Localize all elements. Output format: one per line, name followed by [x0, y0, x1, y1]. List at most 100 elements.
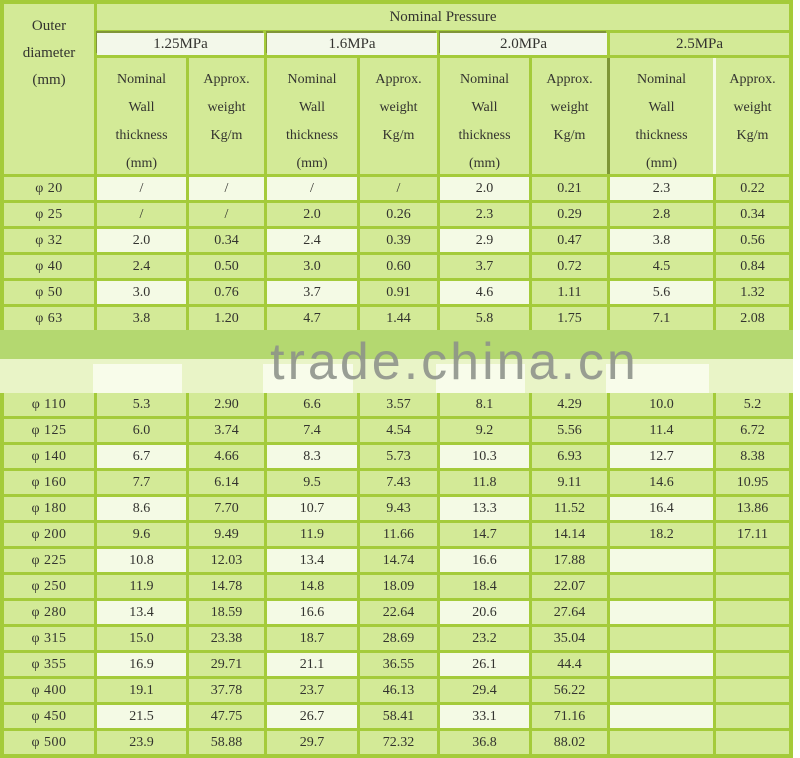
diameter-cell: φ 160: [4, 471, 94, 494]
header-line: (mm): [468, 156, 501, 171]
weight-cell: [716, 575, 789, 598]
weight-cell: 29.71: [189, 653, 264, 676]
outer-diameter-header: Outer diameter (mm): [4, 4, 94, 174]
header-line: Kg/m: [553, 128, 586, 143]
header-line: Approx.: [203, 72, 250, 87]
band-highlight-patch: [93, 364, 182, 393]
wall-thickness-cell: 13.3: [440, 497, 529, 520]
header-line: Outer: [31, 18, 67, 34]
weight-cell: 14.78: [189, 575, 264, 598]
weight-cell: 0.39: [360, 229, 437, 252]
wall-thickness-cell: 2.0: [267, 203, 357, 226]
header-line: (mm): [645, 156, 678, 171]
wall-thickness-cell: 9.2: [440, 419, 529, 442]
pressure-class-header: 1.6MPa: [267, 33, 437, 55]
weight-cell: 5.73: [360, 445, 437, 468]
weight-cell: [716, 601, 789, 624]
wall-thickness-cell: 23.9: [97, 731, 186, 754]
weight-cell: 2.90: [189, 393, 264, 416]
diameter-cell: φ 125: [4, 419, 94, 442]
wall-thickness-subheader: Nominal Wall thickness (mm): [440, 58, 529, 174]
wall-thickness-cell: 15.0: [97, 627, 186, 650]
header-line: weight: [207, 100, 246, 115]
header-line: Kg/m: [736, 128, 769, 143]
wall-thickness-cell: 2.0: [97, 229, 186, 252]
weight-cell: 3.74: [189, 419, 264, 442]
pressure-class-header: 2.0MPa: [440, 33, 607, 55]
weight-cell: [716, 627, 789, 650]
weight-cell: 0.76: [189, 281, 264, 304]
wall-thickness-cell: 14.6: [610, 471, 713, 494]
wall-thickness-cell: 7.1: [610, 307, 713, 330]
wall-thickness-cell: 10.0: [610, 393, 713, 416]
wall-thickness-cell: 3.8: [97, 307, 186, 330]
wall-thickness-cell: 14.7: [440, 523, 529, 546]
diameter-cell: φ 315: [4, 627, 94, 650]
header-line: thickness: [115, 128, 168, 143]
weight-cell: 44.4: [532, 653, 607, 676]
wall-thickness-subheader: Nominal Wall thickness (mm): [97, 58, 186, 174]
wall-thickness-cell: 26.1: [440, 653, 529, 676]
wall-thickness-cell: [610, 549, 713, 572]
wall-thickness-cell: 7.4: [267, 419, 357, 442]
weight-cell: /: [360, 177, 437, 200]
diameter-cell: φ 355: [4, 653, 94, 676]
wall-thickness-cell: 14.8: [267, 575, 357, 598]
header-line: thickness: [285, 128, 339, 143]
band-highlight-patch: [436, 364, 525, 393]
wall-thickness-subheader: Nominal Wall thickness (mm): [610, 58, 713, 174]
weight-cell: /: [189, 177, 264, 200]
pressure-class-header: 2.5MPa: [610, 33, 789, 55]
weight-cell: 3.57: [360, 393, 437, 416]
weight-cell: 0.91: [360, 281, 437, 304]
weight-cell: 37.78: [189, 679, 264, 702]
weight-cell: 1.75: [532, 307, 607, 330]
weight-cell: [716, 679, 789, 702]
weight-cell: 36.55: [360, 653, 437, 676]
header-line: Approx.: [375, 72, 422, 87]
header-line: (mm): [32, 72, 66, 88]
wall-thickness-cell: 10.3: [440, 445, 529, 468]
wall-thickness-cell: 2.3: [610, 177, 713, 200]
weight-cell: 17.88: [532, 549, 607, 572]
weight-cell: 0.60: [360, 255, 437, 278]
wall-thickness-cell: 9.6: [97, 523, 186, 546]
weight-cell: 23.38: [189, 627, 264, 650]
header-line: Wall: [471, 100, 498, 115]
diameter-cell: φ 140: [4, 445, 94, 468]
wall-thickness-cell: 18.4: [440, 575, 529, 598]
weight-cell: [716, 549, 789, 572]
weight-cell: 58.88: [189, 731, 264, 754]
weight-cell: 7.70: [189, 497, 264, 520]
header-line: weight: [550, 100, 589, 115]
weight-cell: 22.07: [532, 575, 607, 598]
wall-thickness-cell: 3.0: [267, 255, 357, 278]
weight-cell: 0.29: [532, 203, 607, 226]
wall-thickness-cell: 29.4: [440, 679, 529, 702]
wall-thickness-cell: 4.7: [267, 307, 357, 330]
wall-thickness-cell: 6.6: [267, 393, 357, 416]
weight-cell: 7.43: [360, 471, 437, 494]
diameter-cell: φ 40: [4, 255, 94, 278]
weight-cell: 13.86: [716, 497, 789, 520]
header-line: weight: [733, 100, 772, 115]
wall-thickness-cell: /: [97, 203, 186, 226]
weight-cell: 0.26: [360, 203, 437, 226]
wall-thickness-cell: 2.3: [440, 203, 529, 226]
weight-subheader: Approx. weight Kg/m: [189, 58, 264, 174]
wall-thickness-cell: [610, 653, 713, 676]
header-line: Nominal: [460, 72, 509, 87]
diameter-cell: φ 200: [4, 523, 94, 546]
weight-cell: 0.47: [532, 229, 607, 252]
wall-thickness-cell: 21.1: [267, 653, 357, 676]
diameter-cell: φ 400: [4, 679, 94, 702]
wall-thickness-cell: 5.3: [97, 393, 186, 416]
header-line: weight: [379, 100, 418, 115]
wall-thickness-cell: 2.0: [440, 177, 529, 200]
weight-cell: 0.50: [189, 255, 264, 278]
wall-thickness-cell: 20.6: [440, 601, 529, 624]
watermark-band: trade.china.cn: [0, 330, 793, 393]
diameter-cell: φ 25: [4, 203, 94, 226]
header-line: Approx.: [546, 72, 593, 87]
header-line: thickness: [458, 128, 511, 143]
